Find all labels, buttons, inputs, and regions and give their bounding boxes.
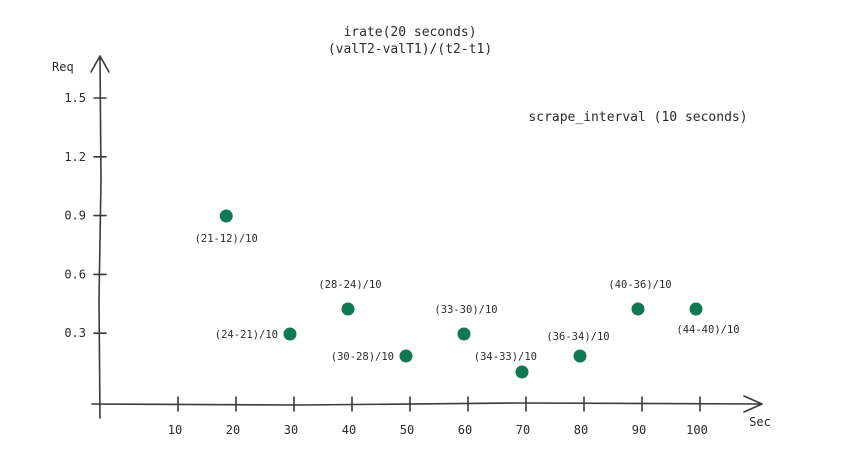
data-point <box>689 302 703 316</box>
x-tick-label: 40 <box>342 423 356 437</box>
y-ticks: 1.5 1.2 0.9 0.6 0.3 <box>64 91 107 340</box>
x-axis-label: Sec <box>749 415 771 429</box>
data-point <box>515 365 529 379</box>
x-tick-label: 70 <box>516 423 530 437</box>
point-label: (24-21)/10 <box>215 329 278 341</box>
x-tick-label: 90 <box>632 423 646 437</box>
y-tick-label: 1.2 <box>64 150 86 164</box>
point-label: (33-30)/10 <box>434 304 497 316</box>
point-label: (28-24)/10 <box>318 279 381 291</box>
x-tick-label: 30 <box>284 423 298 437</box>
data-points <box>219 209 703 379</box>
y-axis-arrow-icon <box>90 55 110 73</box>
x-tick-label: 20 <box>226 423 240 437</box>
chart-annotation: scrape_interval (10 seconds) <box>528 110 747 125</box>
data-point <box>457 327 471 341</box>
y-tick-label: 1.5 <box>64 91 86 105</box>
x-tick-label: 10 <box>168 423 182 437</box>
chart-title: irate(20 seconds) <box>343 25 476 40</box>
point-label: (21-12)/10 <box>195 233 258 245</box>
data-point <box>341 302 355 316</box>
y-axis-label: Req <box>52 60 74 74</box>
data-point <box>283 327 297 341</box>
x-ticks: 10 20 30 40 50 60 70 80 90 100 <box>168 396 708 437</box>
data-point <box>219 209 233 223</box>
y-axis <box>98 57 102 419</box>
data-point <box>631 302 645 316</box>
x-axis <box>91 402 761 406</box>
point-label: (44-40)/10 <box>676 324 739 336</box>
chart-subtitle: (valT2-valT1)/(t2-t1) <box>328 42 492 57</box>
x-tick-label: 100 <box>686 423 708 437</box>
x-tick-label: 50 <box>400 423 414 437</box>
y-tick-label: 0.9 <box>64 209 86 223</box>
x-tick-label: 60 <box>458 423 472 437</box>
point-labels: (21-12)/10 (24-21)/10 (28-24)/10 (30-28)/10… <box>195 233 740 363</box>
point-label: (40-36)/10 <box>608 279 671 291</box>
x-axis-arrow-icon <box>743 395 763 413</box>
point-label: (30-28)/10 <box>331 351 394 363</box>
y-tick-label: 0.3 <box>64 326 86 340</box>
data-point <box>573 349 587 363</box>
point-label: (36-34)/10 <box>546 331 609 343</box>
y-tick-label: 0.6 <box>64 267 86 281</box>
point-label: (34-33)/10 <box>474 351 537 363</box>
data-point <box>399 349 413 363</box>
x-tick-label: 80 <box>574 423 588 437</box>
